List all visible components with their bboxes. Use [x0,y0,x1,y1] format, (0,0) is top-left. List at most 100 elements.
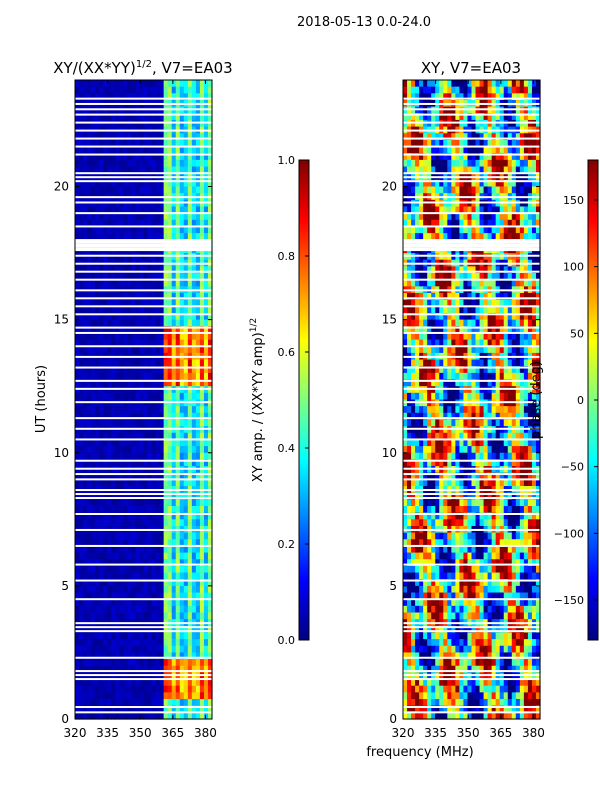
heatmap-cell [163,605,169,614]
heatmap-cell [207,299,213,307]
heatmap-cell [403,80,408,88]
heatmap-cell [479,159,485,168]
heatmap-cell [115,166,120,174]
heatmap-cell [179,585,185,594]
heatmap-cell [143,166,149,174]
heatmap-cell [431,233,436,241]
heatmap-cell [79,179,84,188]
heatmap-cell [131,219,137,228]
heatmap-cell [139,332,145,341]
heatmap-cell [83,339,88,347]
data-gap-line [75,563,212,566]
heatmap-cell [95,86,100,94]
heatmap-cell [171,406,177,414]
heatmap-cell [183,665,189,674]
heatmap-cell [151,372,157,381]
heatmap-cell [439,186,444,194]
heatmap-cell [87,332,92,341]
heatmap-cell [207,545,213,554]
heatmap-cell [459,86,465,94]
heatmap-cell [203,339,209,347]
heatmap-cell [427,306,432,314]
heatmap-cell [123,685,128,693]
heatmap-cell [195,379,201,387]
heatmap-cell [119,705,124,713]
heatmap-cell [475,392,481,401]
heatmap-cell [179,532,185,540]
heatmap-cell [199,499,205,507]
heatmap-cell [187,679,193,687]
heatmap-cell [515,226,521,234]
heatmap-cell [479,133,485,141]
heatmap-cell [123,452,128,461]
data-gap-line [75,297,212,300]
heatmap-cell [203,166,209,174]
heatmap-cell [195,273,201,281]
heatmap-cell [87,692,92,700]
heatmap-cell [167,459,173,467]
heatmap-cell [495,273,501,281]
heatmap-cell [95,539,100,547]
heatmap-cell [467,392,473,401]
heatmap-cell [191,392,197,401]
heatmap-cell [463,153,469,161]
heatmap-cell [75,179,80,188]
heatmap-cell [423,312,428,321]
heatmap-cell [111,133,116,141]
heatmap-cell [171,685,177,693]
heatmap-cell [155,273,161,281]
heatmap-cell [131,459,137,467]
heatmap-cell [79,319,84,327]
heatmap-cell [75,545,80,554]
heatmap-cell [139,492,145,500]
heatmap-cell [527,159,533,168]
heatmap-cell [427,86,432,94]
heatmap-cell [131,585,137,594]
heatmap-cell [203,679,209,687]
heatmap-cell [455,293,461,301]
heatmap-cell [147,552,153,560]
heatmap-cell [483,339,489,347]
heatmap-cell [143,499,149,507]
heatmap-cell [107,665,112,674]
heatmap-cell [531,153,537,161]
heatmap-cell [159,113,165,121]
heatmap-cell [431,299,436,307]
heatmap-cell [99,273,104,281]
heatmap-cell [467,86,473,94]
heatmap-cell [135,592,141,600]
heatmap-cell [87,139,92,148]
heatmap-cell [135,133,141,141]
heatmap-cell [535,326,541,334]
heatmap-cell [135,506,141,514]
heatmap-cell [451,339,456,347]
heatmap-cell [507,306,513,314]
heatmap-cell [163,346,169,354]
heatmap-cell [119,592,124,600]
heatmap-cell [407,166,412,174]
heatmap-cell [171,419,177,427]
heatmap-cell [167,639,173,647]
heatmap-cell [187,699,193,707]
heatmap-cell [171,113,177,121]
heatmap-cell [487,86,493,94]
heatmap-cell [519,319,525,327]
heatmap-cell [531,226,537,234]
heatmap-cell [443,146,448,154]
heatmap-cell [79,605,84,614]
heatmap-cell [195,472,201,480]
heatmap-cell [179,159,185,168]
heatmap-cell [415,273,420,281]
heatmap-cell [147,519,153,527]
heatmap-cell [167,585,173,594]
heatmap-cell [107,266,112,274]
heatmap-cell [139,293,145,301]
heatmap-cell [151,459,157,467]
heatmap-cell [515,86,521,94]
heatmap-cell [527,166,533,174]
heatmap-cell [115,439,120,447]
heatmap-cell [99,705,104,713]
heatmap-cell [527,379,533,387]
heatmap-cell [139,219,145,228]
heatmap-cell [135,692,141,700]
